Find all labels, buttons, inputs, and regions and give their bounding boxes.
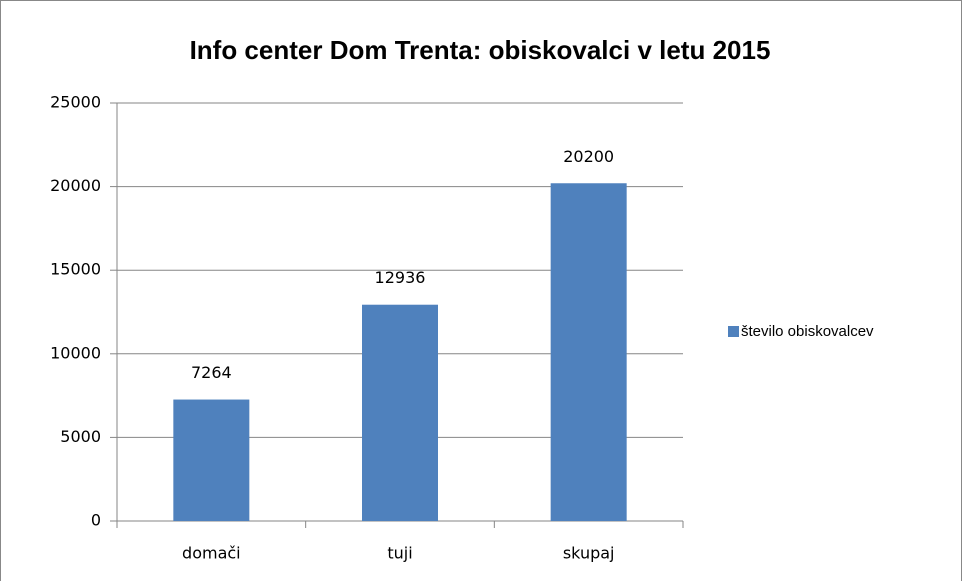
y-tick-label: 20000 [50, 176, 101, 195]
data-label: 20200 [563, 147, 614, 166]
data-label: 12936 [375, 268, 426, 287]
bar [550, 183, 627, 522]
legend-label: število obiskovalcev [741, 323, 874, 340]
x-tick-label: tuji [387, 544, 412, 563]
bar [173, 399, 250, 521]
y-tick-label: 5000 [60, 427, 101, 446]
y-tick-label: 25000 [50, 93, 101, 112]
bar [362, 304, 438, 521]
y-tick-label: 10000 [50, 343, 101, 362]
chart-title: Info center Dom Trenta: obiskovalci v le… [190, 35, 771, 65]
legend-swatch [728, 326, 739, 337]
x-tick-label: skupaj [563, 544, 615, 563]
data-label: 7264 [191, 363, 232, 382]
y-tick-label: 0 [91, 511, 101, 530]
x-tick-label: domači [182, 544, 241, 563]
y-tick-label: 15000 [50, 260, 101, 279]
